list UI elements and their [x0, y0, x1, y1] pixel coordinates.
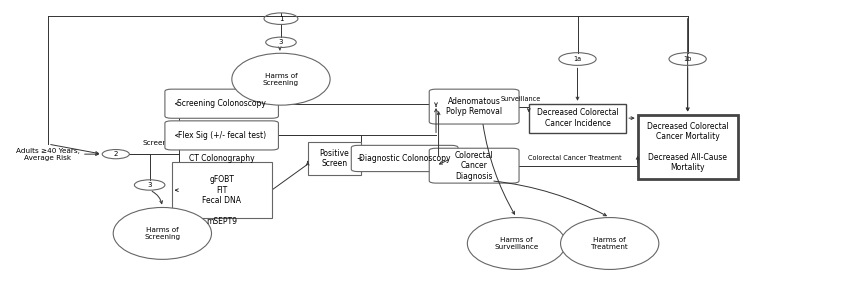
- Ellipse shape: [560, 218, 659, 269]
- Text: Harms of
Screening: Harms of Screening: [144, 227, 180, 240]
- Text: 1: 1: [279, 16, 283, 22]
- Text: 3: 3: [147, 182, 152, 188]
- Bar: [638, 115, 738, 179]
- Bar: [529, 104, 626, 132]
- Text: Decreased Colorectal
Cancer Mortality

Decreased All-Cause
Mortality: Decreased Colorectal Cancer Mortality De…: [647, 122, 728, 172]
- FancyBboxPatch shape: [429, 148, 519, 183]
- Text: 2: 2: [114, 151, 118, 157]
- FancyBboxPatch shape: [165, 121, 279, 150]
- Text: Screening: Screening: [143, 140, 179, 146]
- Text: Harms of
Surveillance: Harms of Surveillance: [495, 237, 539, 250]
- Text: Positive
Screen: Positive Screen: [320, 149, 349, 168]
- Text: 1b: 1b: [683, 56, 692, 62]
- FancyBboxPatch shape: [429, 89, 519, 124]
- Bar: [308, 142, 361, 175]
- Ellipse shape: [113, 207, 212, 259]
- Text: Harms of
Treatment: Harms of Treatment: [592, 237, 628, 250]
- Text: Adults ≥40 Years,
Average Risk: Adults ≥40 Years, Average Risk: [16, 148, 80, 161]
- Text: Colorectal Cancer Treatment: Colorectal Cancer Treatment: [528, 155, 621, 161]
- Text: Adenomatous
Polyp Removal: Adenomatous Polyp Removal: [446, 97, 502, 116]
- Text: CT Colonography

gFOBT
FIT
Fecal DNA

mSEPT9: CT Colonography gFOBT FIT Fecal DNA mSEP…: [189, 155, 254, 226]
- Text: Surveillance: Surveillance: [501, 96, 541, 102]
- FancyBboxPatch shape: [351, 146, 458, 172]
- Ellipse shape: [232, 53, 330, 105]
- Text: 3: 3: [279, 39, 283, 45]
- Text: Diagnostic Colonoscopy: Diagnostic Colonoscopy: [359, 154, 450, 163]
- Text: Screening Colonoscopy: Screening Colonoscopy: [178, 99, 266, 108]
- Text: Harms of
Screening: Harms of Screening: [263, 73, 299, 86]
- FancyBboxPatch shape: [165, 89, 279, 118]
- Text: Flex Sig (+/- fecal test): Flex Sig (+/- fecal test): [178, 131, 266, 140]
- Bar: [172, 162, 272, 218]
- Text: 1a: 1a: [574, 56, 581, 62]
- Text: Colorectal
Cancer
Diagnosis: Colorectal Cancer Diagnosis: [455, 151, 494, 181]
- Text: Decreased Colorectal
Cancer Incidence: Decreased Colorectal Cancer Incidence: [536, 109, 618, 128]
- Ellipse shape: [468, 218, 565, 269]
